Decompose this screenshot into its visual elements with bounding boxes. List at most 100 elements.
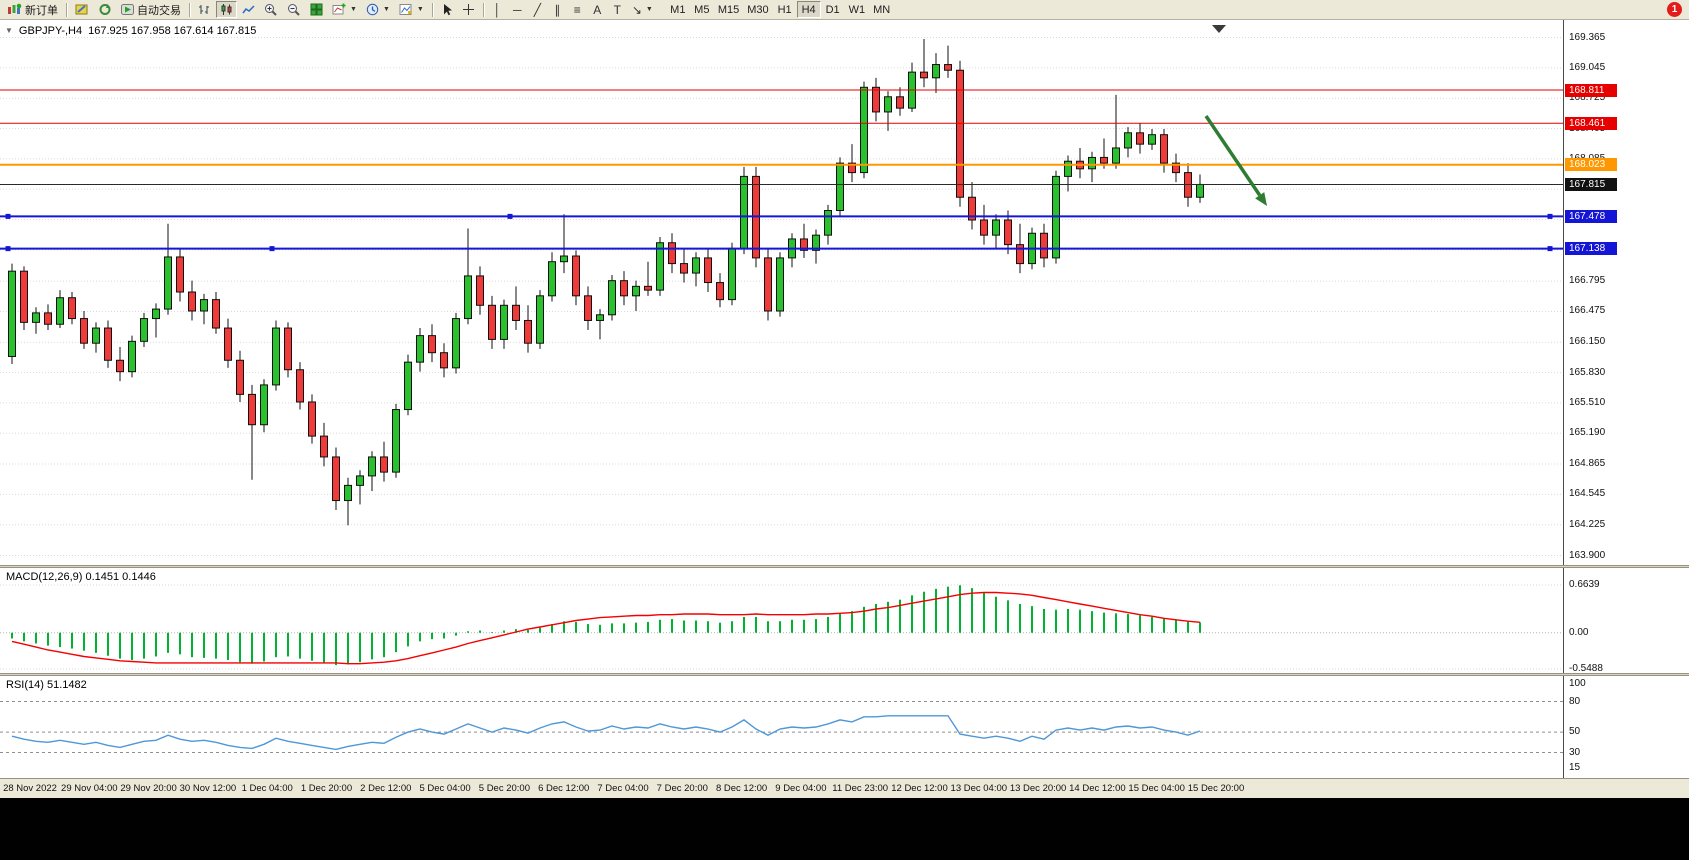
support-line-1-badge: 167.478 [1565, 209, 1617, 223]
metaeditor-button[interactable] [71, 1, 93, 18]
support-line-1[interactable] [0, 213, 1563, 219]
candle [944, 45, 952, 78]
candle [452, 312, 460, 374]
time-axis[interactable]: 28 Nov 2022 29 Nov 04:00 29 Nov 20:00 30 No… [0, 778, 1689, 798]
notification-badge[interactable]: 1 [1667, 2, 1682, 17]
candle [344, 477, 352, 526]
time-label: 6 Dec 12:00 [538, 783, 590, 794]
indicators-button[interactable]: ▼ [328, 1, 361, 18]
candle [512, 286, 520, 330]
rsi-tick-label: 100 [1569, 678, 1586, 689]
candle [1076, 147, 1084, 179]
trendline-icon: ╱ [533, 2, 541, 17]
bar-chart-button[interactable] [194, 1, 215, 18]
candle [1112, 94, 1120, 169]
rsi-tick-label: 15 [1569, 761, 1581, 773]
line-chart-button[interactable] [238, 1, 259, 18]
support-line-2-badge: 167.138 [1565, 242, 1617, 256]
candle [728, 242, 736, 306]
templates-button[interactable]: ▼ [395, 1, 428, 18]
macd-tick-label: 0.6639 [1569, 578, 1600, 590]
rsi-canvas[interactable] [0, 676, 1563, 778]
candle [320, 422, 328, 467]
candle [812, 229, 820, 264]
vertical-line-button[interactable]: │ [488, 1, 507, 18]
candle [224, 318, 232, 368]
panel-splitter[interactable] [0, 673, 1689, 676]
timeframe-H1[interactable]: H1 [773, 1, 797, 18]
macd-tick-label: -0.5488 [1569, 663, 1603, 674]
main-chart-canvas[interactable] [0, 20, 1563, 565]
candle [800, 223, 808, 258]
candle [260, 379, 268, 433]
timeframe-M5[interactable]: M5 [690, 1, 714, 18]
refresh-button[interactable] [94, 1, 116, 18]
time-label: 1 Dec 20:00 [300, 783, 353, 794]
candlestick-chart-button[interactable] [216, 1, 237, 18]
crosshair-icon [462, 4, 474, 15]
down-arrow-annotation[interactable] [1204, 115, 1267, 206]
fibonacci-icon: ≡ [573, 2, 581, 17]
price-tick-label: 166.795 [1569, 275, 1606, 287]
line-handle [1547, 246, 1553, 252]
candle [548, 252, 556, 302]
auto-trading-button[interactable]: 自动交易 [117, 1, 185, 18]
candle [428, 324, 436, 363]
trendline-button[interactable]: ╱ [528, 1, 547, 18]
line-chart-icon [242, 5, 255, 14]
timeframe-H4[interactable]: H4 [796, 1, 821, 18]
one-click-trading-toggle[interactable]: ▼ [5, 26, 13, 35]
panel-splitter[interactable] [0, 565, 1689, 568]
chart-header: ▼ GBPJPY-,H4 167.925 167.958 167.614 167… [5, 25, 256, 37]
candle [680, 248, 688, 283]
channel-button[interactable]: ∥ [548, 1, 567, 18]
support-line-2[interactable] [0, 246, 1563, 252]
timeframe-W1[interactable]: W1 [845, 1, 870, 18]
macd-canvas[interactable] [0, 568, 1563, 673]
timeframe-M30[interactable]: M30 [743, 1, 772, 18]
macd-tick-label: 0.00 [1569, 626, 1589, 638]
periods-button[interactable]: ▼ [362, 1, 394, 18]
time-label: 5 Dec 20:00 [478, 783, 530, 794]
crosshair-button[interactable] [458, 1, 479, 18]
toolbar: 新订单 自动交易 [0, 0, 1689, 20]
new-order-button[interactable]: 新订单 [3, 1, 62, 18]
candle [476, 266, 484, 315]
candle [248, 384, 256, 480]
horizontal-line-button[interactable]: ─ [508, 1, 527, 18]
periods-icon [366, 3, 379, 16]
candle [1148, 129, 1156, 150]
candle [608, 274, 616, 321]
candle [656, 237, 664, 296]
cursor-button[interactable] [437, 1, 457, 18]
auto-trading-icon [121, 4, 134, 15]
candle [716, 273, 724, 308]
tile-windows-button[interactable] [306, 1, 327, 18]
timeframe-M1[interactable]: M1 [666, 1, 690, 18]
candle [332, 447, 340, 511]
price-tick-label: 164.865 [1569, 458, 1606, 470]
fibonacci-button[interactable]: ≡ [568, 1, 587, 18]
timeframe-D1[interactable]: D1 [821, 1, 845, 18]
timeframe-MN[interactable]: MN [869, 1, 894, 18]
text-button[interactable]: A [588, 1, 607, 18]
chart-shift-marker[interactable] [1212, 25, 1226, 33]
zoom-out-button[interactable] [283, 1, 305, 18]
candle [1064, 155, 1072, 192]
text-label-button[interactable]: T [608, 1, 627, 18]
chart-workspace: ▼ GBPJPY-,H4 167.925 167.958 167.614 167… [0, 20, 1689, 860]
arrows-button[interactable]: ↘ ▼ [628, 1, 657, 18]
timeframe-M15[interactable]: M15 [714, 1, 743, 18]
candle [824, 204, 832, 245]
bid-price-line-badge: 167.815 [1565, 177, 1617, 191]
candle [704, 248, 712, 293]
time-label: 28 Nov 2022 [3, 783, 57, 794]
zoom-in-button[interactable] [260, 1, 282, 18]
candle [872, 77, 880, 122]
candle [1172, 153, 1180, 183]
price-axis[interactable]: 169.365169.045168.725168.405168.085167.7… [1563, 20, 1689, 778]
time-label: 13 Dec 04:00 [950, 783, 1008, 794]
candle [836, 157, 844, 217]
candle [308, 394, 316, 444]
indicators-icon [332, 3, 346, 15]
